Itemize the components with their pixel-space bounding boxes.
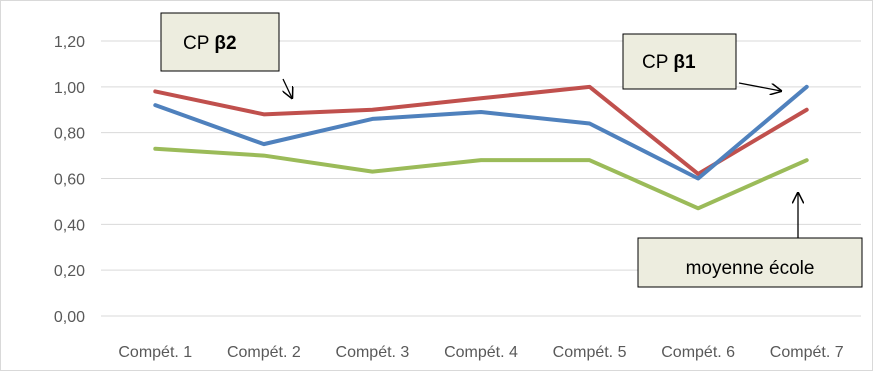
y-tick-label: 0,40 bbox=[54, 217, 85, 234]
x-tick-label: Compét. 4 bbox=[444, 344, 518, 361]
x-tick-label: Compét. 7 bbox=[770, 344, 844, 361]
callout-moyenne-ecole-box bbox=[637, 237, 863, 288]
callout-emphasis: β2 bbox=[214, 33, 236, 54]
x-tick-label: Compét. 6 bbox=[661, 344, 735, 361]
x-tick-label: Compét. 5 bbox=[553, 344, 627, 361]
x-tick-label: Compét. 2 bbox=[227, 344, 301, 361]
callout-cp-b2-box bbox=[160, 12, 280, 72]
callout-prefix: moyenne école bbox=[686, 258, 815, 279]
series-line-cp-b1 bbox=[153, 84, 809, 181]
y-tick-label: 0,60 bbox=[54, 172, 85, 189]
y-tick-label: 0,20 bbox=[54, 263, 85, 280]
callout-cp-b1-arrow bbox=[738, 82, 781, 91]
y-tick-label: 1,20 bbox=[54, 34, 85, 51]
y-tick-label: 1,00 bbox=[54, 80, 85, 97]
x-tick-label: Compét. 1 bbox=[118, 344, 192, 361]
y-tick-label: 0,00 bbox=[54, 309, 85, 326]
series-line-cp-b2 bbox=[153, 84, 809, 176]
x-tick-label: Compét. 3 bbox=[336, 344, 410, 361]
callout-emphasis: β1 bbox=[673, 52, 696, 73]
callout-cp-b2-label: CP β2 bbox=[183, 33, 237, 54]
callout-cp-b2-arrow bbox=[283, 78, 292, 98]
callout-prefix: CP bbox=[642, 52, 673, 73]
callout-prefix: CP bbox=[183, 33, 214, 54]
callout-cp-b1-label: CP β1 bbox=[642, 52, 696, 73]
callout-cp-b1-box bbox=[622, 33, 737, 90]
series-line-moyenne-ecole bbox=[153, 146, 809, 211]
callout-moyenne-ecole-label: moyenne école bbox=[686, 258, 815, 279]
y-tick-label: 0,80 bbox=[54, 126, 85, 143]
